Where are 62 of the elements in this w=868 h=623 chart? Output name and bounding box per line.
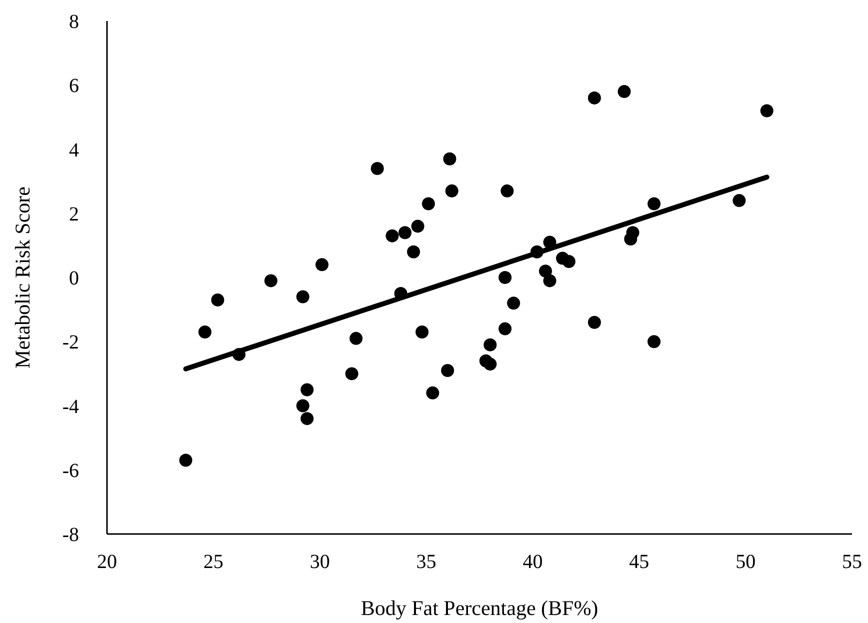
point [426, 386, 440, 400]
x-axis-title: Body Fat Percentage (BF%) [360, 596, 598, 620]
y-tick-label: 6 [69, 75, 79, 98]
point [300, 412, 314, 426]
point [394, 287, 408, 300]
point [407, 245, 420, 258]
x-tick-label: 45 [629, 551, 650, 574]
point [538, 264, 552, 278]
y-tick-label: 2 [69, 203, 79, 226]
point [498, 271, 512, 284]
x-tick-label: 30 [310, 551, 330, 574]
point [484, 358, 497, 371]
point [588, 316, 601, 329]
point [296, 399, 310, 412]
point [443, 152, 456, 166]
point [386, 229, 399, 242]
point [300, 383, 314, 396]
point [500, 184, 514, 198]
x-tick-label: 35 [416, 551, 436, 574]
y-axis-title: Metabolic Risk Score [10, 186, 34, 368]
point [296, 290, 310, 304]
point [624, 232, 638, 246]
y-tick-label: 0 [69, 268, 79, 290]
point [315, 258, 328, 272]
point [588, 91, 601, 104]
point [543, 274, 556, 288]
point [441, 364, 454, 377]
point [618, 85, 631, 98]
y-tick-label: -4 [62, 396, 79, 418]
x-tick-label: 50 [736, 551, 756, 574]
point [411, 220, 424, 233]
y-tick-label: 4 [69, 139, 79, 162]
point [350, 332, 363, 345]
point [648, 197, 661, 210]
point [507, 296, 520, 310]
point [398, 226, 412, 240]
y-tick-label: -8 [62, 524, 79, 546]
point [760, 104, 774, 118]
point [232, 348, 246, 361]
y-tick-label: -6 [62, 460, 79, 482]
point [498, 322, 512, 336]
point [416, 326, 429, 339]
y-tick-label: -2 [62, 332, 79, 354]
x-tick-label: 20 [97, 551, 117, 574]
x-tick-label: 25 [203, 551, 224, 574]
point [445, 184, 458, 198]
x-tick-label: 40 [522, 551, 543, 574]
point [179, 454, 192, 467]
point [530, 245, 544, 258]
point [422, 197, 435, 210]
point [198, 326, 212, 339]
point [562, 254, 576, 268]
point [543, 236, 556, 249]
point [732, 194, 746, 208]
y-tick-label: 8 [69, 11, 79, 34]
x-tick-label: 55 [842, 551, 862, 574]
point [211, 293, 224, 306]
point [264, 274, 278, 288]
point [484, 338, 497, 352]
point [648, 335, 661, 348]
point [345, 367, 358, 380]
point [370, 162, 384, 175]
